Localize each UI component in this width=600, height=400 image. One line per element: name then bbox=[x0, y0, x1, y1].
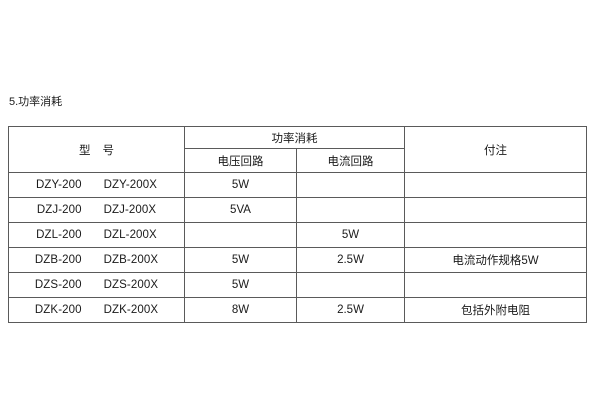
cell-model: DZL-200 DZL-200X bbox=[8, 222, 185, 248]
cell-model: DZJ-200 DZJ-200X bbox=[8, 197, 185, 223]
header-current-circuit: 电流回路 bbox=[296, 148, 405, 173]
section-title: 5.功率消耗 bbox=[9, 96, 63, 108]
power-consumption-table: 型号 功率消耗 付注 电压回路 电流回路 DZY-200 DZY-200X 5W DZ… bbox=[8, 126, 587, 323]
table-row: DZS-200 DZS-200X 5W bbox=[8, 272, 587, 298]
model-code-primary: DZS-200 bbox=[34, 279, 82, 291]
header-model-char-2: 号 bbox=[102, 144, 115, 157]
header-model-char-1: 型 bbox=[79, 144, 91, 157]
header-row-sub: 电压回路 电流回路 bbox=[9, 148, 587, 173]
model-code-primary: DZY-200 bbox=[35, 179, 82, 191]
cell-current-circuit: 2.5W bbox=[296, 247, 405, 273]
table-row: DZK-200 DZK-200X 8W 2.5W 包括外附电阻 bbox=[8, 297, 587, 323]
cell-remark bbox=[404, 222, 587, 248]
table-row: DZL-200 DZL-200X 5W bbox=[8, 222, 587, 248]
model-code-variant: DZS-200X bbox=[103, 279, 159, 291]
cell-voltage-circuit: 5W bbox=[184, 247, 297, 273]
table-row: DZJ-200 DZJ-200X 5VA bbox=[8, 197, 587, 223]
table-header: 型号 功率消耗 付注 电压回路 电流回路 bbox=[8, 126, 587, 173]
model-code-variant: DZL-200X bbox=[103, 229, 157, 241]
header-row-top: 型号 功率消耗 付注 bbox=[8, 126, 587, 173]
cell-model: DZK-200 DZK-200X bbox=[8, 297, 185, 323]
header-voltage-circuit: 电压回路 bbox=[184, 148, 297, 173]
model-code-variant: DZY-200X bbox=[103, 179, 158, 191]
cell-current-circuit: 5W bbox=[296, 222, 405, 248]
model-code-variant: DZK-200X bbox=[103, 304, 159, 316]
cell-current-circuit bbox=[296, 197, 405, 223]
cell-voltage-circuit: 5W bbox=[184, 272, 297, 298]
table-body: DZY-200 DZY-200X 5W DZJ-200 DZJ-200X 5VA DZL-2… bbox=[8, 172, 587, 323]
cell-current-circuit bbox=[296, 172, 405, 198]
model-code-primary: DZB-200 bbox=[34, 254, 82, 266]
model-code-primary: DZK-200 bbox=[34, 304, 82, 316]
cell-voltage-circuit bbox=[184, 222, 297, 248]
model-code-primary: DZL-200 bbox=[36, 229, 82, 241]
header-model: 型号 bbox=[8, 126, 185, 173]
table-row: DZB-200 DZB-200X 5W 2.5W 电流动作规格5W bbox=[8, 247, 587, 273]
cell-remark bbox=[404, 197, 587, 223]
cell-model: DZS-200 DZS-200X bbox=[8, 272, 185, 298]
model-code-primary: DZJ-200 bbox=[36, 204, 82, 216]
header-power-consumption: 功率消耗 bbox=[184, 126, 405, 149]
model-code-variant: DZB-200X bbox=[103, 254, 159, 266]
cell-remark: 包括外附电阻 bbox=[404, 297, 587, 323]
cell-current-circuit: 2.5W bbox=[296, 297, 405, 323]
cell-remark bbox=[404, 272, 587, 298]
cell-model: DZY-200 DZY-200X bbox=[8, 172, 185, 198]
cell-remark: 电流动作规格5W bbox=[404, 247, 587, 273]
cell-model: DZB-200 DZB-200X bbox=[8, 247, 185, 273]
header-remark: 付注 bbox=[404, 126, 587, 173]
cell-voltage-circuit: 8W bbox=[184, 297, 297, 323]
cell-voltage-circuit: 5VA bbox=[184, 197, 297, 223]
cell-voltage-circuit: 5W bbox=[184, 172, 297, 198]
table-row: DZY-200 DZY-200X 5W bbox=[8, 172, 587, 198]
model-code-variant: DZJ-200X bbox=[103, 204, 157, 216]
cell-remark bbox=[404, 172, 587, 198]
cell-current-circuit bbox=[296, 272, 405, 298]
